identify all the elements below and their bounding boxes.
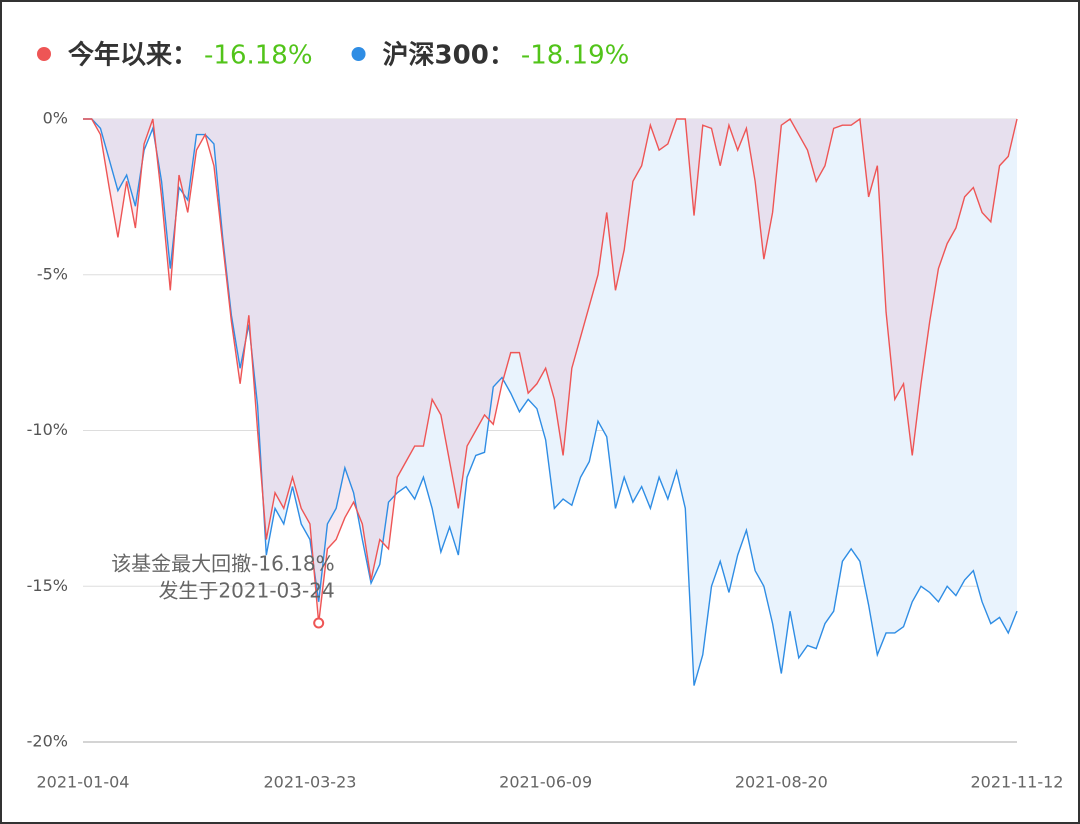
x-tick-label: 2021-08-20 [735, 773, 828, 792]
y-tick-label: 0% [43, 109, 68, 128]
min-marker [313, 617, 325, 629]
legend-value: -16.18% [204, 41, 313, 71]
x-tick-label: 2021-11-12 [971, 773, 1064, 792]
series-line [83, 117, 1018, 624]
annotation: 该基金最大回撤-16.18% [111, 552, 334, 576]
x-tick-label: 2021-03-23 [263, 773, 356, 792]
x-tick-label: 2021-01-04 [37, 773, 130, 792]
area [83, 119, 1017, 686]
area [83, 119, 1017, 624]
legend-label: 今年以来： [68, 40, 198, 71]
annotation: 发生于2021-03-24 [158, 579, 334, 603]
y-tick-label: -10% [27, 420, 68, 439]
x-tick-label: 2021-06-09 [499, 773, 592, 792]
y-tick-label: -15% [27, 576, 68, 595]
legend-label: 沪深300： [383, 41, 515, 71]
legend-value: -18.19% [521, 41, 630, 71]
y-tick-label: -20% [27, 732, 68, 751]
series-line [83, 118, 1018, 686]
y-tick-label: -5% [37, 264, 68, 283]
legend-marker [37, 47, 51, 61]
legend-marker [351, 47, 366, 61]
